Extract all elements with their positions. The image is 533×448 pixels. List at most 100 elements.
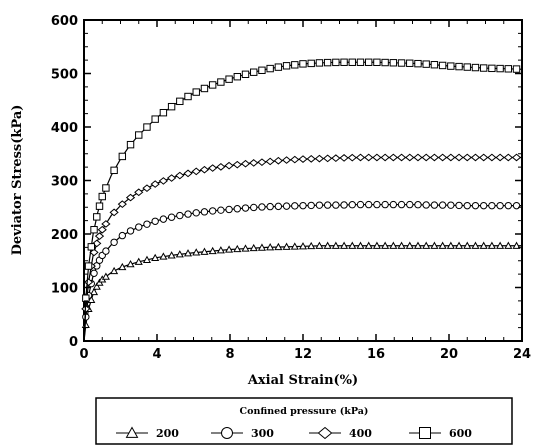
series-400 <box>81 153 522 342</box>
legend-label: 600 <box>449 427 472 440</box>
series-600 <box>82 58 523 342</box>
legend-title: Confined pressure (kPa) <box>240 406 369 417</box>
data-point-400 <box>405 153 415 162</box>
data-point-400 <box>355 153 366 162</box>
data-point-400 <box>208 164 218 172</box>
data-point-300 <box>463 201 471 210</box>
data-point-600 <box>200 84 209 93</box>
data-point-600 <box>496 64 504 73</box>
data-point-200 <box>183 249 193 257</box>
data-point-300 <box>414 201 422 209</box>
data-point-200 <box>282 242 291 250</box>
data-point-400 <box>273 156 283 165</box>
data-point-300 <box>315 201 324 209</box>
data-point-200 <box>454 241 464 249</box>
data-point-300 <box>381 200 389 209</box>
data-point-600 <box>512 65 521 73</box>
y-tick-label: 100 <box>51 282 78 297</box>
data-point-400 <box>454 153 464 162</box>
data-point-300 <box>143 220 151 228</box>
data-point-200 <box>159 252 168 260</box>
data-point-600 <box>118 152 127 161</box>
data-point-400 <box>339 154 349 162</box>
data-point-200 <box>200 247 209 255</box>
data-point-400 <box>216 163 226 171</box>
legend-label: 200 <box>156 427 179 440</box>
data-point-300 <box>373 200 381 209</box>
data-point-300 <box>118 231 127 240</box>
data-point-600 <box>373 58 381 66</box>
data-point-600 <box>274 63 283 71</box>
data-point-400 <box>224 161 234 170</box>
data-point-300 <box>282 202 291 210</box>
data-point-400 <box>503 153 513 162</box>
data-point-400 <box>89 248 99 257</box>
data-point-300 <box>323 201 332 209</box>
data-point-600 <box>135 131 143 139</box>
data-point-400 <box>97 225 107 234</box>
data-point-600 <box>225 75 233 83</box>
series-line-200 <box>83 245 522 342</box>
y-tick-label: 0 <box>69 335 78 350</box>
data-point-400 <box>421 153 431 162</box>
legend-entry-400: 400 <box>309 426 372 440</box>
data-point-600 <box>90 226 98 234</box>
data-point-600 <box>381 58 389 67</box>
data-point-400 <box>166 174 177 182</box>
data-point-200 <box>249 243 258 252</box>
data-point-400 <box>314 154 325 163</box>
data-point-200 <box>463 241 472 249</box>
data-point-400 <box>323 154 333 163</box>
data-point-400 <box>413 153 423 162</box>
legend-label: 300 <box>251 427 274 440</box>
data-point-600 <box>463 63 471 71</box>
data-point-600 <box>430 61 439 69</box>
data-point-400 <box>495 153 505 162</box>
data-point-200 <box>405 241 414 249</box>
x-tick-label: 4 <box>152 347 161 362</box>
x-axis-title: Axial Strain(%) <box>247 373 358 388</box>
data-point-400 <box>249 159 259 167</box>
data-point-400 <box>446 153 456 162</box>
x-tick-label: 0 <box>79 347 88 362</box>
data-point-200 <box>126 259 135 268</box>
data-point-400 <box>265 157 275 166</box>
data-point-600 <box>159 108 168 117</box>
data-point-200 <box>446 241 455 249</box>
data-point-300 <box>422 201 430 209</box>
data-point-600 <box>422 60 430 68</box>
plot-area: 0 4 8 12 16 20 24 0 100 200 300 400 500 600 <box>51 14 531 362</box>
data-point-200 <box>290 242 299 250</box>
data-point-600 <box>93 213 101 221</box>
legend-marker-diamond <box>317 426 333 440</box>
x-tick-label: 20 <box>440 347 458 362</box>
data-point-300 <box>110 238 118 246</box>
legend-entries: 200 300 400 600 <box>116 426 472 440</box>
legend-box <box>95 397 513 445</box>
data-point-200 <box>356 241 365 249</box>
data-point-300 <box>126 227 135 235</box>
data-point-200 <box>487 241 496 249</box>
data-point-200 <box>348 241 357 249</box>
data-point-200 <box>87 295 96 303</box>
data-point-600 <box>323 58 332 67</box>
data-point-300 <box>488 201 496 210</box>
data-point-600 <box>208 81 217 89</box>
data-point-200 <box>323 241 332 249</box>
data-point-200 <box>151 253 160 262</box>
data-point-600 <box>315 59 324 67</box>
data-point-600 <box>365 58 373 66</box>
data-point-200 <box>208 246 217 255</box>
data-point-200 <box>331 241 340 249</box>
data-point-300 <box>266 202 274 211</box>
data-point-400 <box>183 169 193 178</box>
legend-entry-600: 600 <box>409 427 472 440</box>
data-point-200 <box>274 242 283 251</box>
data-point-600 <box>397 59 406 67</box>
legend-marker-triangle <box>125 426 139 438</box>
data-point-300 <box>217 206 225 214</box>
data-point-200 <box>471 241 480 249</box>
data-point-400 <box>101 220 111 228</box>
data-point-400 <box>134 188 144 197</box>
